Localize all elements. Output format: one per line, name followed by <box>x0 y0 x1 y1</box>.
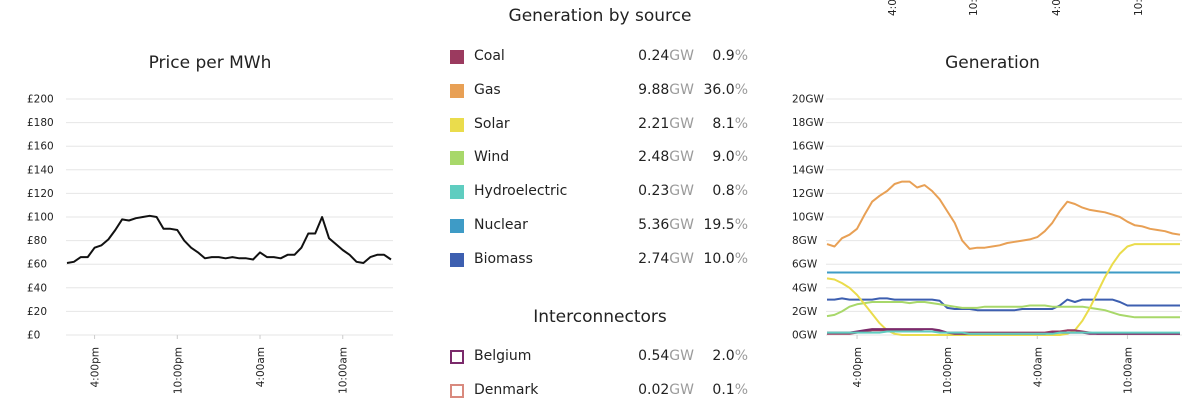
source-percent: 0.8% <box>712 183 748 200</box>
color-swatch <box>450 383 464 398</box>
price-chart-svg: £0 £20 £40 £60 £80 £100 £120 £140 £160 £180 £200 4:… <box>27 94 393 394</box>
color-swatch <box>450 117 464 132</box>
price-y-tick-label: £100 <box>27 212 54 224</box>
generation-y-tick-label: 20GW <box>792 94 824 106</box>
generation-series-line-0 <box>826 180 1181 250</box>
generation-x-tick-label: 4:00am <box>1032 347 1044 387</box>
generation-row-gas: Gas 9.88GW 36.0% <box>450 80 750 106</box>
top-axis-fragment: 4:00pm 10:00pm 4:00am 10:00am <box>800 0 1200 24</box>
source-name: Gas <box>474 81 501 98</box>
source-name: Biomass <box>474 250 533 267</box>
generation-x-tick-label: 10:00pm <box>942 347 954 394</box>
color-swatch <box>450 50 464 64</box>
generation-x-tick-label: 10:00am <box>1122 347 1134 394</box>
generation-row-hydroelectric: Hydroelectric 0.23GW 0.8% <box>450 181 750 207</box>
price-y-tick-label: £20 <box>27 306 47 318</box>
generation-y-tick-label: 6GW <box>792 259 818 271</box>
generation-series-line-3 <box>826 301 1180 319</box>
generation-chart-svg: 0GW 2GW 4GW 6GW 8GW 10GW 12GW 14GW 16GW 18GW 20GW 4… <box>792 94 1182 394</box>
color-swatch <box>450 151 464 166</box>
generation-y-tick-label: 12GW <box>792 188 824 200</box>
source-percent: 36.0% <box>703 81 748 98</box>
source-gw-value: 9.88GW <box>638 81 694 98</box>
generation-y-tick-label: 14GW <box>792 164 824 176</box>
source-percent: 0.1% <box>712 381 748 398</box>
generation-row-coal: Coal 0.24GW 0.9% <box>450 46 750 72</box>
interconnector-row-belgium: Belgium 0.54GW 2.0% <box>450 346 750 372</box>
source-gw-value: 2.48GW <box>638 149 694 166</box>
price-x-tick-label: 10:00am <box>338 347 350 394</box>
price-chart-title: Price per MWh <box>148 53 272 73</box>
generation-chart: Generation 0GW 2GW 4GW 6GW 8GW 10GW 12GW 14GW 16… <box>790 45 1195 400</box>
source-gw-value: 2.21GW <box>638 115 694 132</box>
color-swatch <box>450 350 464 364</box>
generation-y-tick-label: 8GW <box>792 235 818 247</box>
price-y-tick-label: £140 <box>27 164 54 176</box>
generation-row-wind: Wind 2.48GW 9.0% <box>450 147 750 173</box>
color-swatch <box>450 219 464 233</box>
generation-series-line-2 <box>827 297 1180 312</box>
generation-y-tick-label: 18GW <box>792 117 824 129</box>
source-gw-value: 5.36GW <box>638 217 694 233</box>
source-gw-value: 2.74GW <box>638 250 694 267</box>
source-percent: 9.0% <box>712 149 748 166</box>
generation-y-tick-label: 4GW <box>792 282 818 294</box>
generation-y-tick-label: 2GW <box>792 306 818 318</box>
source-gw-value: 0.23GW <box>638 183 694 200</box>
generation-series-line-7 <box>827 330 1180 335</box>
source-name: Belgium <box>474 348 532 364</box>
top-axis-tick-label: 4:00pm <box>887 0 899 16</box>
price-y-tick-label: £0 <box>27 330 40 342</box>
top-axis-tick-label: 4:00am <box>1051 0 1063 16</box>
source-gw-value: 0.24GW <box>638 48 694 64</box>
price-x-tick-label: 4:00am <box>255 347 267 387</box>
source-percent: 10.0% <box>703 250 748 267</box>
source-percent: 2.0% <box>712 348 748 364</box>
generation-x-tick-label: 4:00pm <box>852 347 864 387</box>
generation-y-tick-label: 0GW <box>792 330 818 342</box>
price-y-tick-label: £40 <box>27 282 47 294</box>
generation-by-source-title: Generation by source <box>508 6 692 26</box>
generation-chart-title: Generation <box>945 53 1040 73</box>
source-gw-value: 0.02GW <box>638 381 694 398</box>
source-name: Solar <box>474 115 510 132</box>
price-x-tick-label: 10:00pm <box>172 347 184 394</box>
source-name: Nuclear <box>474 217 528 233</box>
price-y-tick-label: £120 <box>27 188 54 200</box>
generation-row-nuclear: Nuclear 5.36GW 19.5% <box>450 215 750 241</box>
top-axis-fragment-svg: 4:00pm 10:00pm 4:00am 10:00am <box>887 0 1145 16</box>
price-y-tick-label: £200 <box>27 94 54 106</box>
generation-row-solar: Solar 2.21GW 8.1% <box>450 114 750 140</box>
interconnectors-title: Interconnectors <box>533 307 667 327</box>
price-series-line-0 <box>66 214 392 264</box>
color-swatch <box>450 252 464 267</box>
generation-row-biomass: Biomass 2.74GW 10.0% <box>450 249 750 275</box>
generation-series-line-4 <box>826 243 1180 336</box>
source-name: Wind <box>474 149 510 166</box>
top-axis-tick-label: 10:00pm <box>968 0 980 16</box>
source-name: Hydroelectric <box>474 183 568 200</box>
price-chart: Price per MWh £0 £20 £40 £60 £80 £100 £120 £140… <box>20 45 400 400</box>
price-y-tick-label: £60 <box>27 259 47 271</box>
top-axis-tick-label: 10:00am <box>1133 0 1145 16</box>
source-percent: 19.5% <box>703 217 748 233</box>
interconnector-row-denmark: Denmark 0.02GW 0.1% <box>450 380 750 406</box>
price-x-tick-label: 4:00pm <box>90 347 102 387</box>
color-swatch <box>450 185 464 200</box>
source-name: Coal <box>474 48 505 64</box>
generation-y-tick-label: 16GW <box>792 141 824 153</box>
source-gw-value: 0.54GW <box>638 348 694 364</box>
source-percent: 0.9% <box>712 48 748 64</box>
generation-y-tick-label: 10GW <box>792 212 824 224</box>
source-percent: 8.1% <box>712 115 748 132</box>
price-y-tick-label: £160 <box>27 141 54 153</box>
price-y-tick-label: £80 <box>27 235 47 247</box>
price-y-tick-label: £180 <box>27 117 54 129</box>
color-swatch <box>450 83 464 98</box>
source-name: Denmark <box>474 381 539 398</box>
